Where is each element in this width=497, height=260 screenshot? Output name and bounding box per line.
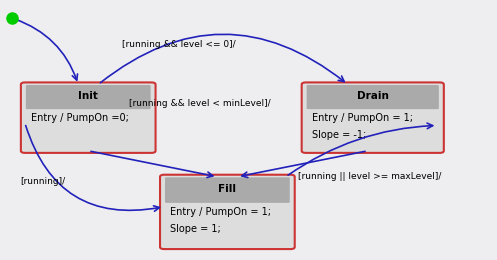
Text: [running || level >= maxLevel]/: [running || level >= maxLevel]/ bbox=[298, 172, 441, 181]
FancyBboxPatch shape bbox=[302, 82, 444, 153]
Text: [running]/: [running]/ bbox=[20, 178, 65, 186]
FancyBboxPatch shape bbox=[26, 85, 151, 109]
FancyBboxPatch shape bbox=[160, 175, 295, 249]
Text: [running && level < minLevel]/: [running && level < minLevel]/ bbox=[129, 100, 271, 108]
Text: Drain: Drain bbox=[357, 92, 389, 101]
Text: Slope = -1;: Slope = -1; bbox=[312, 130, 366, 140]
Text: Entry / PumpOn = 1;: Entry / PumpOn = 1; bbox=[312, 113, 413, 123]
FancyBboxPatch shape bbox=[307, 85, 439, 109]
Text: Slope = 1;: Slope = 1; bbox=[170, 224, 221, 234]
FancyBboxPatch shape bbox=[21, 82, 156, 153]
Text: [running && level <= 0]/: [running && level <= 0]/ bbox=[122, 40, 236, 49]
Text: Init: Init bbox=[79, 92, 98, 101]
FancyBboxPatch shape bbox=[165, 177, 290, 203]
Text: Fill: Fill bbox=[218, 184, 237, 194]
Text: Entry / PumpOn =0;: Entry / PumpOn =0; bbox=[31, 113, 129, 123]
Text: Entry / PumpOn = 1;: Entry / PumpOn = 1; bbox=[170, 207, 271, 217]
